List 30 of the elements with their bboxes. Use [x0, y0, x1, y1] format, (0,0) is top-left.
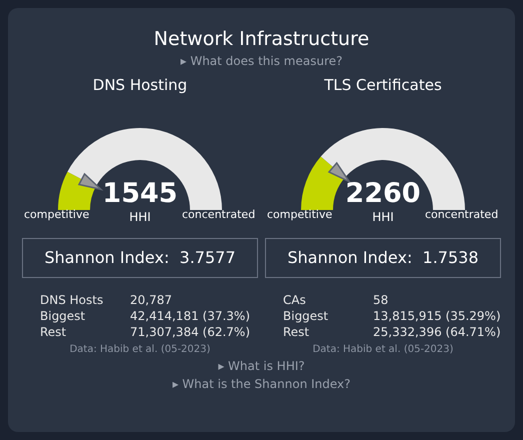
text: 1545: [101, 178, 179, 209]
text: 20,787: [130, 292, 173, 308]
text: Data: Habib et al. (05-2023): [68, 344, 212, 355]
chart-title: DNS Hosting: [92, 76, 188, 96]
text: Biggest: [283, 308, 330, 324]
text: 58: [373, 292, 390, 308]
text: Rest: [283, 324, 310, 340]
text: HHI: [129, 210, 151, 224]
text: ▸ What is the Shannon Index?: [171, 377, 352, 391]
text: Shannon Index: 3.7577: [22, 238, 258, 278]
slice-label: concentrated: [425, 208, 498, 221]
text: Rest: [40, 324, 68, 340]
text: 2260: [344, 178, 422, 209]
slice-label: competitive: [24, 208, 90, 221]
text: HHI: [372, 210, 394, 224]
text: 13,815,915 (35.29%): [373, 308, 501, 324]
text: DNS Hosts: [40, 292, 104, 308]
text: CAs: [283, 292, 307, 308]
text: Biggest: [40, 308, 86, 324]
text: Shannon Index: 1.7538: [265, 238, 501, 278]
text: ▸ What is HHI?: [217, 359, 306, 373]
text: 71,307,384 (62.7%): [130, 324, 250, 340]
text: 25,332,396 (64.71%): [373, 324, 501, 340]
text: Network Infrastructure: [152, 27, 370, 50]
text: 42,414,181 (37.3%): [130, 308, 250, 324]
text: Data: Habib et al. (05-2023): [312, 344, 454, 355]
chart-title: TLS Certificates: [323, 76, 443, 96]
slice-label: competitive: [267, 208, 332, 221]
text: ▸ What does this measure?: [179, 54, 344, 68]
slice-label: concentrated: [182, 208, 256, 221]
